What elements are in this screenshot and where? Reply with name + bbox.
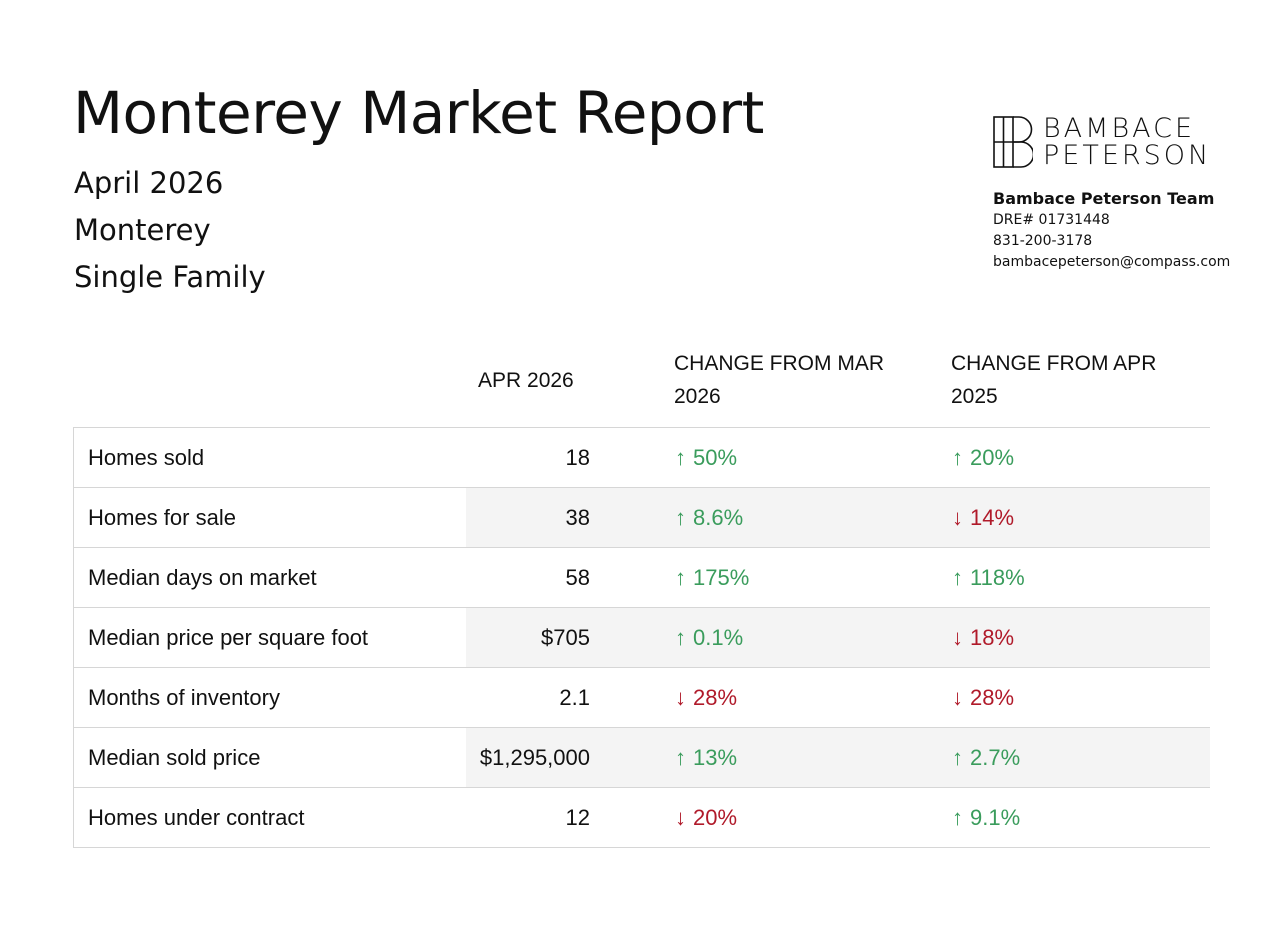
- table-row: Median days on market 58 ↑ 175% ↑ 118%: [74, 548, 1210, 608]
- change-value: 175%: [693, 565, 750, 590]
- row-value: $705: [541, 625, 590, 650]
- change-prev-year: ↑ 118%: [952, 548, 1025, 607]
- arrow-up-icon: ↑: [952, 745, 963, 770]
- header-current-month: APR 2026: [478, 369, 574, 392]
- team-name: Bambace Peterson Team: [993, 189, 1215, 208]
- arrow-up-icon: ↑: [675, 505, 686, 530]
- arrow-down-icon: ↓: [675, 685, 686, 710]
- phone-number: 831-200-3178: [993, 233, 1093, 249]
- header-change-prev-month: CHANGE FROM MAR 2026: [674, 352, 884, 408]
- table-row: Homes sold 18 ↑ 50% ↑ 20%: [74, 428, 1210, 488]
- row-label: Homes for sale: [88, 505, 236, 530]
- change-prev-year: ↓ 14%: [952, 488, 1014, 547]
- logo-mark-icon: [993, 116, 1033, 168]
- row-label: Homes under contract: [88, 805, 305, 830]
- report-month: April 2026: [74, 166, 224, 200]
- change-prev-year: ↑ 9.1%: [952, 788, 1020, 847]
- change-prev-month: ↑ 13%: [675, 728, 737, 787]
- change-prev-month: ↑ 175%: [675, 548, 749, 607]
- report-title: Monterey Market Report: [73, 79, 764, 147]
- row-label: Median days on market: [88, 565, 317, 590]
- market-stats-table: APR 2026 CHANGE FROM MAR 2026 CHANGE FRO…: [73, 343, 1210, 848]
- change-value: 8.6%: [693, 505, 744, 530]
- change-value: 14%: [970, 505, 1015, 530]
- row-label: Months of inventory: [88, 685, 280, 710]
- arrow-up-icon: ↑: [675, 625, 686, 650]
- change-value: 13%: [693, 745, 738, 770]
- brand-logo: BAMBACE PETERSON: [993, 115, 1215, 169]
- change-value: 18%: [970, 625, 1015, 650]
- table-row: Homes under contract 12 ↓ 20% ↑ 9.1%: [74, 788, 1210, 848]
- change-value: 2.7%: [970, 745, 1021, 770]
- logo-text-line1: BAMBACE: [1043, 113, 1196, 144]
- row-value: 58: [565, 565, 590, 590]
- table-row: Median price per square foot $705 ↑ 0.1% ↓ 18…: [74, 608, 1210, 668]
- change-prev-year: ↓ 18%: [952, 608, 1014, 667]
- row-label: Median sold price: [88, 745, 261, 770]
- table-row: Homes for sale 38 ↑ 8.6% ↓ 14%: [74, 488, 1210, 548]
- change-value: 20%: [970, 445, 1015, 470]
- arrow-up-icon: ↑: [952, 565, 963, 590]
- report-area: Monterey: [74, 213, 211, 247]
- change-value: 9.1%: [970, 805, 1021, 830]
- dre-number: DRE# 01731448: [993, 212, 1110, 228]
- arrow-up-icon: ↑: [952, 445, 963, 470]
- change-value: 0.1%: [693, 625, 744, 650]
- change-prev-year: ↓ 28%: [952, 668, 1014, 727]
- arrow-up-icon: ↑: [675, 745, 686, 770]
- change-value: 28%: [693, 685, 738, 710]
- change-value: 28%: [970, 685, 1015, 710]
- header-change-prev-year: CHANGE FROM APR 2025: [951, 352, 1157, 408]
- arrow-down-icon: ↓: [952, 505, 963, 530]
- change-prev-month: ↑ 8.6%: [675, 488, 743, 547]
- arrow-up-icon: ↑: [952, 805, 963, 830]
- change-value: 20%: [693, 805, 738, 830]
- table-row: Median sold price $1,295,000 ↑ 13% ↑ 2.7%: [74, 728, 1210, 788]
- row-value: 38: [565, 505, 590, 530]
- row-value: 12: [565, 805, 590, 830]
- change-prev-year: ↑ 2.7%: [952, 728, 1020, 787]
- change-prev-month: ↓ 20%: [675, 788, 737, 847]
- change-value: 118%: [970, 565, 1025, 590]
- table-header: APR 2026 CHANGE FROM MAR 2026 CHANGE FRO…: [73, 343, 1210, 427]
- arrow-up-icon: ↑: [675, 565, 686, 590]
- email-address: bambacepeterson@compass.com: [993, 254, 1231, 270]
- row-value: 2.1: [559, 685, 590, 710]
- change-prev-year: ↑ 20%: [952, 428, 1014, 487]
- contact-block: Bambace Peterson Team DRE# 01731448 831-…: [993, 188, 1230, 273]
- change-prev-month: ↑ 50%: [675, 428, 737, 487]
- row-label: Homes sold: [88, 445, 205, 470]
- change-value: 50%: [693, 445, 738, 470]
- table-row: Months of inventory 2.1 ↓ 28% ↓ 28%: [74, 668, 1210, 728]
- row-label: Median price per square foot: [88, 625, 369, 650]
- table-body: Homes sold 18 ↑ 50% ↑ 20% Homes for sale 38 ↑ 8.6…: [73, 427, 1210, 848]
- change-prev-month: ↓ 28%: [675, 668, 737, 727]
- arrow-down-icon: ↓: [952, 685, 963, 710]
- logo-text-line2: PETERSON: [1043, 140, 1212, 171]
- row-value: $1,295,000: [479, 745, 590, 770]
- row-value: 18: [565, 445, 590, 470]
- arrow-down-icon: ↓: [675, 805, 686, 830]
- arrow-up-icon: ↑: [675, 445, 686, 470]
- arrow-down-icon: ↓: [952, 625, 963, 650]
- change-prev-month: ↑ 0.1%: [675, 608, 743, 667]
- report-property-type: Single Family: [74, 260, 266, 294]
